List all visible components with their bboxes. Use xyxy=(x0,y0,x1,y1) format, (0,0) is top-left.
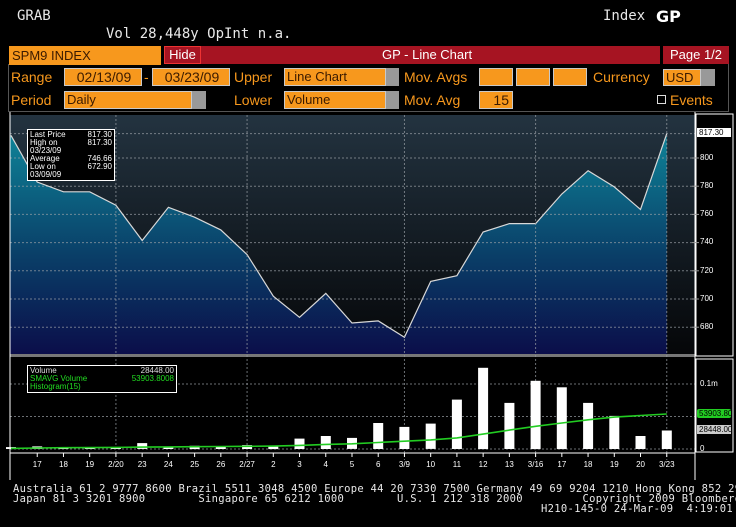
upper-label: Upper xyxy=(234,69,273,85)
chart-title: GP - Line Chart xyxy=(382,47,473,62)
period-dropdown-button[interactable] xyxy=(192,91,206,109)
period-select[interactable]: Daily xyxy=(64,91,192,109)
upper-chart-select[interactable]: Line Chart xyxy=(284,68,386,86)
hide-button[interactable]: Hide xyxy=(164,46,201,64)
svg-text:18: 18 xyxy=(584,460,593,469)
control-panel xyxy=(8,64,729,112)
legend-value: 746.66 xyxy=(87,154,112,163)
range-start-field[interactable]: 02/13/09 xyxy=(64,68,142,86)
y-tick-760: 760 xyxy=(700,209,714,218)
lower-dropdown-button[interactable] xyxy=(386,91,399,109)
svg-text:10: 10 xyxy=(426,460,435,469)
mov-avg-field-1[interactable] xyxy=(479,68,513,86)
legend-row-last-price: Last Price 817.30 xyxy=(30,131,112,139)
period-label: Period xyxy=(11,92,52,108)
svg-text:11: 11 xyxy=(453,460,462,469)
svg-text:3/23: 3/23 xyxy=(659,460,675,469)
legend-value: 53903.8008 xyxy=(131,374,174,383)
svg-text:17: 17 xyxy=(557,460,566,469)
pane-separator xyxy=(10,354,695,357)
svg-text:6: 6 xyxy=(376,460,381,469)
legend-row-volume: Volume 28448.00 xyxy=(30,367,174,375)
svg-text:3/16: 3/16 xyxy=(528,460,544,469)
y-tick-680: 680 xyxy=(700,322,714,331)
legend-label: High on 03/23/09 xyxy=(30,138,62,155)
legend-value: 817.30 xyxy=(87,130,112,139)
lower-legend: Volume 28448.00 SMAVG Volume Histogram(15… xyxy=(27,365,177,393)
mov-avgs-label: Mov. Avgs xyxy=(404,69,468,85)
legend-label: Low on 03/09/09 xyxy=(30,162,62,179)
smavg-tag: 53903.80 xyxy=(697,409,733,418)
svg-text:3/9: 3/9 xyxy=(399,460,411,469)
events-checkbox[interactable] xyxy=(657,95,666,104)
currency-select[interactable]: USD xyxy=(663,69,701,86)
range-label: Range xyxy=(11,69,53,85)
svg-text:2/27: 2/27 xyxy=(239,460,255,469)
svg-text:23: 23 xyxy=(138,460,147,469)
vol-tick-0.1m: 0.1m xyxy=(700,379,718,388)
market-sector: Index xyxy=(603,8,646,24)
smavg-line xyxy=(10,413,667,450)
svg-text:12: 12 xyxy=(479,460,488,469)
svg-text:26: 26 xyxy=(216,460,225,469)
upper-dropdown-button[interactable] xyxy=(386,68,399,86)
upper-legend: Last Price 817.30 High on 03/23/09 817.30 … xyxy=(27,129,115,181)
svg-text:2: 2 xyxy=(271,460,276,469)
svg-text:24: 24 xyxy=(164,460,173,469)
svg-text:25: 25 xyxy=(190,460,199,469)
page-indicator[interactable]: Page 1/2 xyxy=(663,46,729,64)
price-line xyxy=(10,133,668,339)
legend-row-high: High on 03/23/09 817.30 xyxy=(30,139,112,155)
mov-avg-label: Mov. Avg xyxy=(404,92,461,108)
mov-avg-field-2[interactable] xyxy=(516,68,550,86)
svg-text:17: 17 xyxy=(33,460,42,469)
lower-label: Lower xyxy=(234,92,273,108)
function-name: GRAB xyxy=(17,8,51,24)
footer-line-1: Australia 61 2 9777 8600 Brazil 5511 304… xyxy=(13,483,736,495)
title-bar: Hide GP - Line Chart xyxy=(164,46,660,64)
events-label: Events xyxy=(670,92,713,108)
y-tick-800: 800 xyxy=(700,153,714,162)
legend-row-low: Low on 03/09/09 672.90 xyxy=(30,163,112,179)
vol-tick-0: 0 xyxy=(700,444,705,453)
mov-avg-field-3[interactable] xyxy=(553,68,587,86)
legend-value: 817.30 xyxy=(87,138,112,147)
y-tick-720: 720 xyxy=(700,266,714,275)
volume-tag: 28448.00 xyxy=(697,425,733,434)
legend-label: Volume xyxy=(30,366,57,375)
y-tick-700: 700 xyxy=(700,294,714,303)
footer-line-2: Japan 81 3 3201 8900 Singapore 65 6212 1… xyxy=(13,493,736,505)
security-field[interactable]: SPM9 INDEX xyxy=(9,46,161,65)
lower-chart-select[interactable]: Volume xyxy=(284,91,386,109)
y-tick-740: 740 xyxy=(700,237,714,246)
currency-dropdown-button[interactable] xyxy=(701,69,715,86)
svg-text:13: 13 xyxy=(505,460,514,469)
legend-label: Last Price xyxy=(30,130,66,139)
legend-label: SMAVG Volume Histogram(15) xyxy=(30,374,88,391)
svg-text:3: 3 xyxy=(297,460,302,469)
chart-area[interactable]: 17 18 19 2/20 23 24 25 26 2/27 2 3 4 5 6 3/9 10 11 12 13 3/… xyxy=(0,112,736,480)
svg-text:19: 19 xyxy=(85,460,94,469)
legend-value: 28448.00 xyxy=(140,366,174,375)
svg-text:4: 4 xyxy=(324,460,329,469)
volume-openinterest: Vol 28,448y OpInt n.a. xyxy=(106,26,292,42)
y-tick-780: 780 xyxy=(700,181,714,190)
range-separator: - xyxy=(144,69,149,85)
svg-text:19: 19 xyxy=(610,460,619,469)
currency-label: Currency xyxy=(593,69,650,85)
svg-text:2/20: 2/20 xyxy=(108,460,124,469)
legend-row-smavg: SMAVG Volume Histogram(15) 53903.8008 xyxy=(30,375,174,391)
footer-line-3: H210-145-0 24-Mar-09 4:19:01 xyxy=(541,503,734,515)
last-price-tag: 817.30 xyxy=(697,128,731,137)
svg-text:18: 18 xyxy=(59,460,68,469)
svg-text:5: 5 xyxy=(350,460,355,469)
svg-text:20: 20 xyxy=(636,460,645,469)
legend-value: 672.90 xyxy=(87,162,112,171)
range-end-field[interactable]: 03/23/09 xyxy=(152,68,230,86)
legend-row-average: Average 746.66 xyxy=(30,155,112,163)
mov-avg-period-field[interactable]: 15 xyxy=(479,91,513,109)
function-code: GP xyxy=(656,7,681,26)
legend-label: Average xyxy=(30,154,60,163)
